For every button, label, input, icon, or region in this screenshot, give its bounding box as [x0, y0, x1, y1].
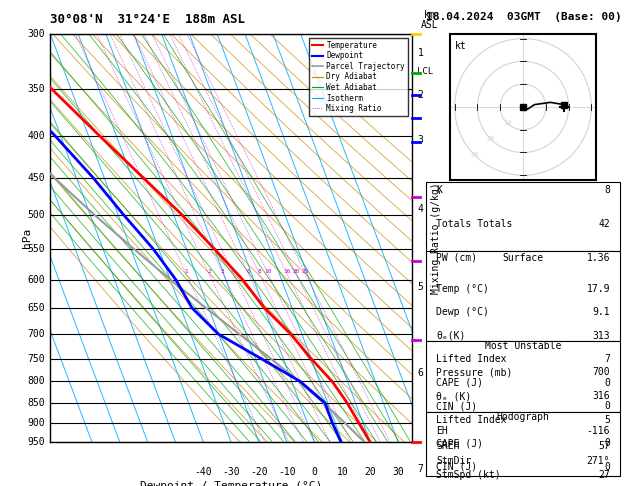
Text: 17.9: 17.9	[586, 284, 610, 294]
Text: 300: 300	[27, 29, 45, 39]
Text: 18.04.2024  03GMT  (Base: 00): 18.04.2024 03GMT (Base: 00)	[426, 12, 622, 22]
Text: 4: 4	[231, 269, 235, 274]
Text: Surface: Surface	[503, 253, 543, 263]
Text: -20: -20	[250, 467, 268, 477]
Text: θₑ (K): θₑ (K)	[436, 391, 471, 401]
Text: 9.1: 9.1	[593, 307, 610, 317]
Text: 7: 7	[604, 354, 610, 364]
Text: 5: 5	[604, 415, 610, 425]
Text: 850: 850	[27, 398, 45, 408]
Text: 0: 0	[312, 467, 318, 477]
Text: 6: 6	[418, 368, 423, 378]
Text: 7: 7	[418, 464, 423, 474]
Text: 4: 4	[418, 204, 423, 214]
Text: 1.36: 1.36	[586, 253, 610, 263]
Text: 1: 1	[184, 269, 188, 274]
Text: θₑ(K): θₑ(K)	[436, 331, 465, 341]
Text: km
ASL: km ASL	[421, 10, 439, 30]
Text: 57: 57	[598, 441, 610, 451]
Text: 8: 8	[604, 185, 610, 195]
FancyBboxPatch shape	[426, 182, 620, 251]
Text: PW (cm): PW (cm)	[436, 253, 477, 263]
Text: 2: 2	[207, 269, 211, 274]
Text: Dewp (°C): Dewp (°C)	[436, 307, 489, 317]
Text: 30: 30	[392, 467, 404, 477]
Text: Pressure (mb): Pressure (mb)	[436, 367, 513, 378]
Text: CIN (J): CIN (J)	[436, 462, 477, 471]
Text: 800: 800	[27, 376, 45, 386]
Text: -40: -40	[194, 467, 212, 477]
FancyBboxPatch shape	[426, 341, 620, 412]
Text: 900: 900	[27, 418, 45, 428]
Text: SREH: SREH	[436, 441, 460, 451]
Text: 271°: 271°	[586, 456, 610, 466]
Text: 550: 550	[27, 243, 45, 254]
Text: Totals Totals: Totals Totals	[436, 219, 513, 229]
Text: 2: 2	[418, 90, 423, 100]
Text: Hodograph: Hodograph	[496, 412, 550, 421]
Text: 8: 8	[257, 269, 261, 274]
Text: 450: 450	[27, 173, 45, 183]
Text: 10: 10	[264, 269, 272, 274]
Text: 5: 5	[418, 282, 423, 292]
Text: -30: -30	[222, 467, 240, 477]
Text: 1: 1	[418, 48, 423, 58]
Text: 650: 650	[27, 303, 45, 313]
Legend: Temperature, Dewpoint, Parcel Trajectory, Dry Adiabat, Wet Adiabat, Isotherm, Mi: Temperature, Dewpoint, Parcel Trajectory…	[309, 38, 408, 116]
Text: Dewpoint / Temperature (°C): Dewpoint / Temperature (°C)	[140, 481, 322, 486]
Text: CAPE (J): CAPE (J)	[436, 438, 483, 448]
Text: 3: 3	[418, 135, 423, 145]
Text: 30: 30	[471, 152, 479, 158]
Text: CIN (J): CIN (J)	[436, 401, 477, 411]
Text: 20: 20	[364, 467, 376, 477]
Text: Lifted Index: Lifted Index	[436, 354, 506, 364]
Text: 350: 350	[27, 84, 45, 94]
Text: 30°08'N  31°24'E  188m ASL: 30°08'N 31°24'E 188m ASL	[50, 13, 245, 26]
Text: 0: 0	[604, 438, 610, 448]
Text: 313: 313	[593, 331, 610, 341]
Text: -116: -116	[586, 426, 610, 436]
Text: Lifted Index: Lifted Index	[436, 415, 506, 425]
FancyBboxPatch shape	[426, 251, 620, 341]
Text: 700: 700	[27, 329, 45, 339]
Text: 3: 3	[221, 269, 225, 274]
Text: 20: 20	[487, 136, 496, 142]
Text: Temp (°C): Temp (°C)	[436, 284, 489, 294]
Text: LCL: LCL	[418, 67, 433, 76]
FancyBboxPatch shape	[426, 412, 620, 476]
Text: StmSpd (kt): StmSpd (kt)	[436, 470, 501, 480]
Text: 10: 10	[337, 467, 348, 477]
Text: 42: 42	[598, 219, 610, 229]
Text: 27: 27	[598, 470, 610, 480]
Text: 0: 0	[604, 378, 610, 388]
Text: 950: 950	[27, 437, 45, 447]
Text: StmDir: StmDir	[436, 456, 471, 466]
Text: 10: 10	[503, 120, 511, 126]
Text: 0: 0	[604, 401, 610, 411]
Text: 700: 700	[593, 367, 610, 378]
Text: 316: 316	[593, 391, 610, 401]
Text: Mixing Ratio (g/kg): Mixing Ratio (g/kg)	[431, 182, 441, 294]
Text: 600: 600	[27, 275, 45, 284]
Text: 500: 500	[27, 210, 45, 220]
Text: hPa: hPa	[22, 228, 32, 248]
Text: -10: -10	[278, 467, 296, 477]
Text: 400: 400	[27, 131, 45, 141]
Text: 16: 16	[283, 269, 291, 274]
Text: EH: EH	[436, 426, 448, 436]
Text: CAPE (J): CAPE (J)	[436, 378, 483, 388]
Text: kt: kt	[455, 41, 466, 52]
Text: 20: 20	[292, 269, 300, 274]
Text: 750: 750	[27, 353, 45, 364]
Text: Most Unstable: Most Unstable	[485, 341, 561, 351]
Text: 25: 25	[302, 269, 309, 274]
Text: 6: 6	[247, 269, 250, 274]
Text: K: K	[436, 185, 442, 195]
Text: 0: 0	[604, 462, 610, 471]
